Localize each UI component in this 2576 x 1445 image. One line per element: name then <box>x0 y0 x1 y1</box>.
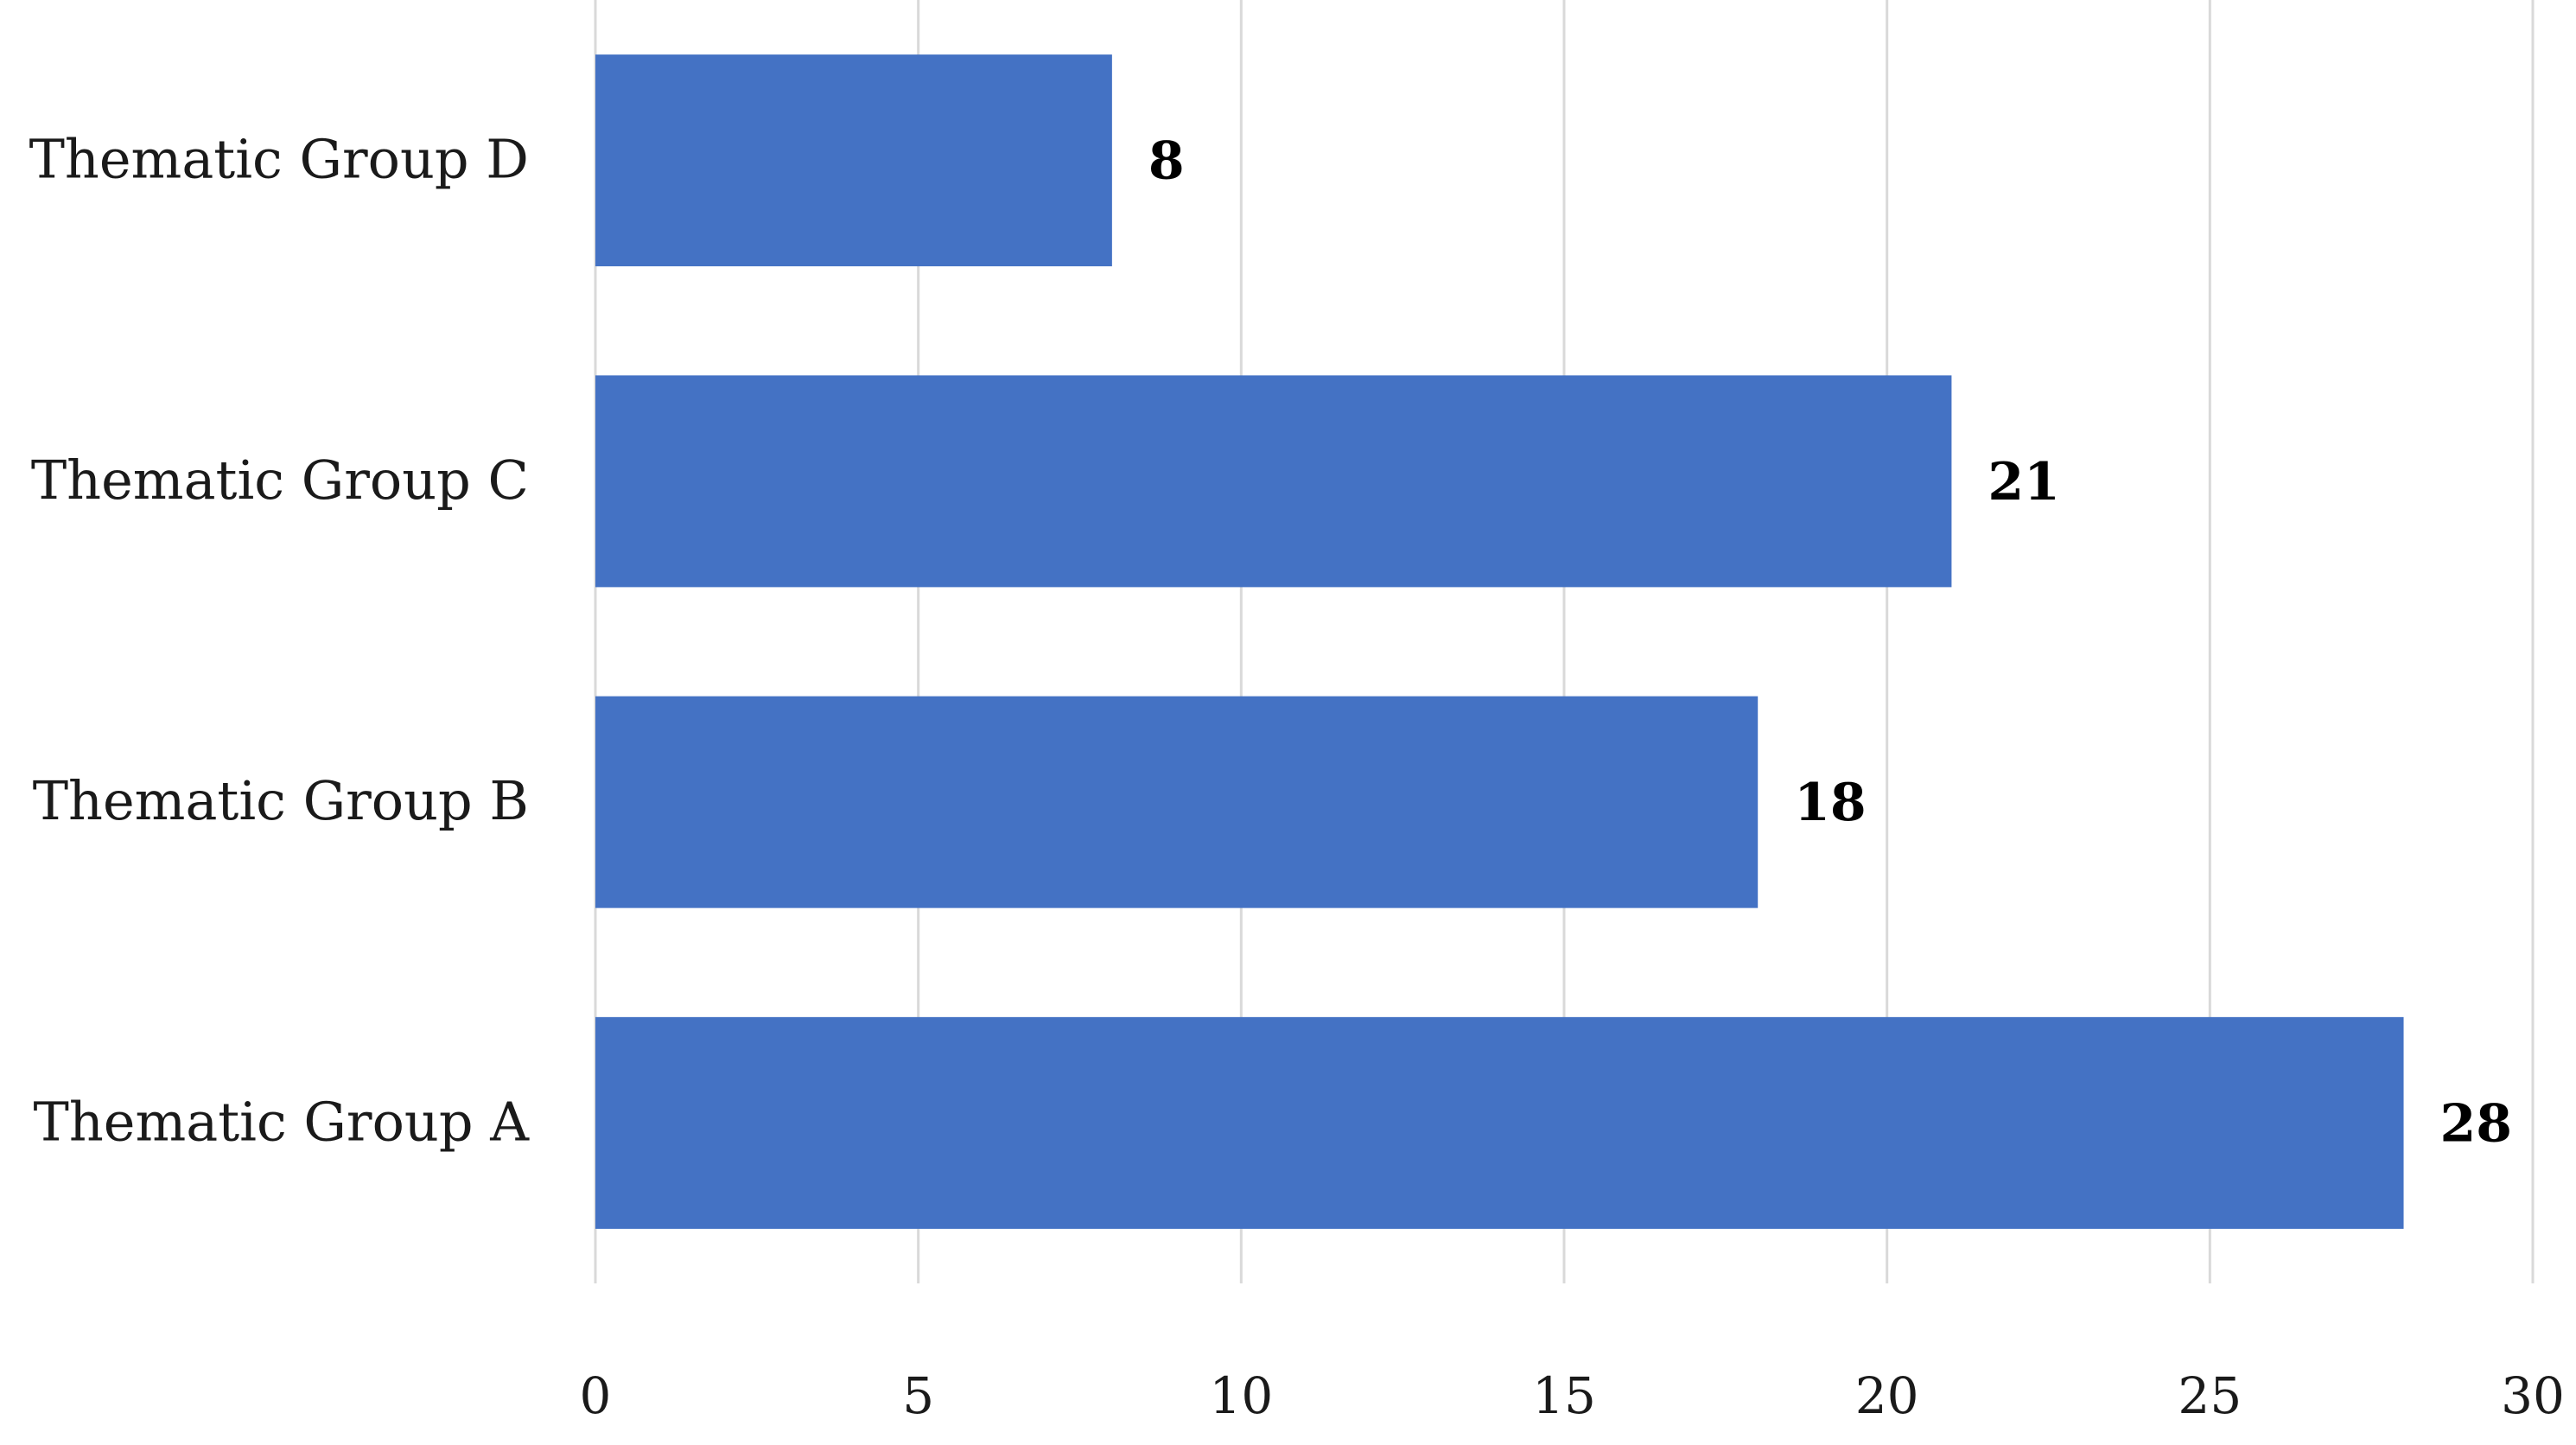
category-label-1: Thematic Group A <box>34 1090 531 1153</box>
x-tick-label-30: 30 <box>2501 1366 2565 1425</box>
bar-4 <box>595 54 1112 267</box>
bar-2 <box>595 696 1759 908</box>
value-label-1: 28 <box>2440 1093 2513 1154</box>
x-tick-label-0: 0 <box>580 1366 612 1425</box>
category-labels: Thematic Group D Thematic Group C Thematic… <box>29 128 531 1154</box>
x-tick-label-15: 15 <box>1532 1366 1596 1425</box>
x-tick-label-20: 20 <box>1855 1366 1919 1425</box>
value-label-2: 18 <box>1794 773 1867 833</box>
x-tick-label-25: 25 <box>2178 1366 2242 1425</box>
bars <box>595 54 2404 1229</box>
category-label-2: Thematic Group B <box>33 769 529 832</box>
x-tick-label-10: 10 <box>1209 1366 1273 1425</box>
x-axis-ticks: 0 5 10 15 20 25 30 <box>580 1366 2565 1425</box>
value-labels: 8 21 18 28 <box>1148 131 2512 1155</box>
bar-1 <box>595 1016 2404 1229</box>
x-tick-label-5: 5 <box>902 1366 934 1425</box>
value-label-4: 8 <box>1148 131 1185 192</box>
category-label-4: Thematic Group D <box>29 128 529 191</box>
bar-3 <box>595 375 1952 588</box>
category-label-3: Thematic Group C <box>31 449 529 512</box>
value-label-3: 21 <box>1988 452 2060 512</box>
